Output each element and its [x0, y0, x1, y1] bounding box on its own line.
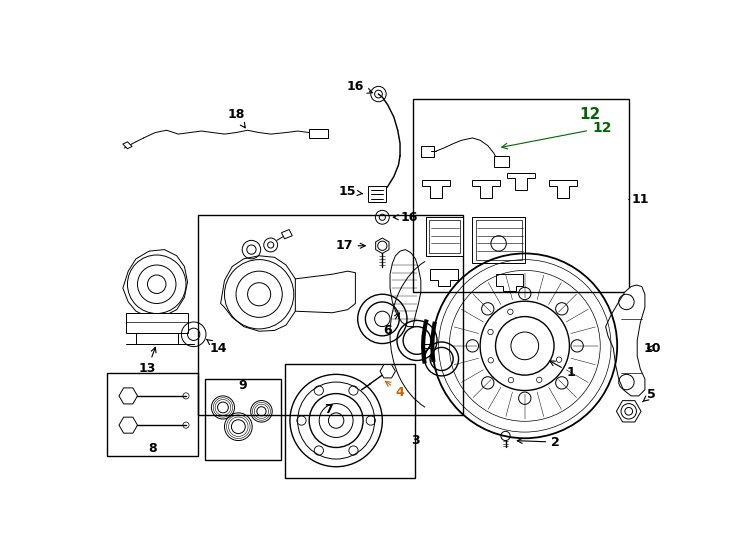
Polygon shape	[507, 173, 535, 190]
Polygon shape	[494, 156, 509, 167]
Text: 2: 2	[517, 436, 560, 449]
Polygon shape	[376, 238, 389, 253]
Text: 1: 1	[550, 361, 575, 379]
Bar	[197, 215, 463, 415]
Polygon shape	[550, 180, 577, 198]
Polygon shape	[617, 401, 641, 422]
Polygon shape	[430, 269, 458, 286]
Polygon shape	[495, 274, 523, 291]
Bar	[206, 379, 280, 460]
Bar	[476, 220, 522, 260]
Polygon shape	[309, 129, 328, 138]
Polygon shape	[368, 186, 386, 202]
Text: 16: 16	[393, 211, 418, 224]
Polygon shape	[281, 230, 292, 239]
Text: 6: 6	[383, 313, 399, 337]
Polygon shape	[123, 142, 132, 149]
Text: 10: 10	[643, 342, 661, 355]
Text: 14: 14	[207, 340, 227, 355]
Polygon shape	[119, 417, 137, 433]
Text: 12: 12	[580, 107, 601, 123]
Polygon shape	[119, 388, 137, 404]
Bar	[285, 363, 415, 477]
Bar	[107, 373, 198, 456]
Bar	[413, 99, 629, 292]
Text: 5: 5	[642, 388, 656, 402]
Text: 8: 8	[148, 442, 157, 455]
Text: 9: 9	[239, 379, 247, 392]
Text: 16: 16	[346, 80, 372, 93]
Polygon shape	[295, 271, 355, 313]
Text: 11: 11	[629, 193, 649, 206]
Polygon shape	[380, 364, 396, 378]
Text: 15: 15	[339, 185, 363, 198]
Text: 7: 7	[324, 403, 333, 416]
Polygon shape	[422, 180, 450, 198]
Text: 12: 12	[502, 121, 611, 149]
Polygon shape	[606, 285, 645, 396]
Text: 4: 4	[385, 381, 404, 399]
Text: 18: 18	[228, 109, 245, 128]
Polygon shape	[426, 217, 463, 256]
Polygon shape	[221, 256, 297, 331]
Polygon shape	[123, 249, 187, 318]
Text: 13: 13	[139, 347, 156, 375]
Text: 3: 3	[411, 434, 420, 447]
Polygon shape	[473, 180, 500, 198]
Polygon shape	[421, 146, 434, 157]
Text: 17: 17	[335, 239, 366, 252]
Bar	[429, 220, 460, 253]
Polygon shape	[126, 313, 187, 333]
Polygon shape	[473, 217, 525, 264]
